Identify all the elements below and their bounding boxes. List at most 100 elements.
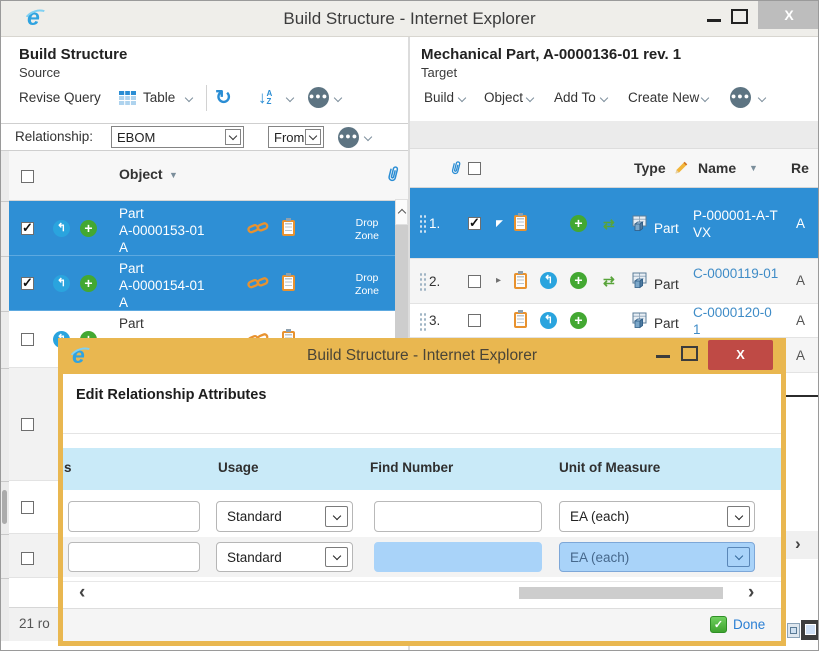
sort-icon[interactable]: ↓A Z — [258, 88, 273, 107]
paperclip-icon[interactable] — [385, 164, 400, 186]
revise-query-button[interactable]: Revise Query — [19, 90, 101, 105]
select-dropdown-button[interactable] — [305, 129, 321, 145]
chevron-down-icon[interactable] — [757, 93, 767, 103]
usage-select[interactable]: Standard — [216, 542, 353, 572]
sort-descending-icon[interactable]: ▼ — [749, 163, 758, 173]
select-all-checkbox[interactable] — [468, 162, 481, 175]
drag-handle[interactable] — [419, 272, 427, 292]
select-dropdown-button[interactable] — [727, 547, 750, 567]
uom-select[interactable]: EA (each) — [559, 542, 755, 572]
row-checkbox[interactable] — [21, 275, 34, 291]
rev-column-header[interactable]: Re — [791, 160, 809, 176]
dialog-minimize-button[interactable] — [656, 355, 670, 358]
minimize-button[interactable] — [707, 19, 721, 22]
scroll-up-button[interactable] — [395, 199, 408, 225]
chevron-down-icon[interactable] — [285, 93, 295, 103]
drag-handle[interactable] — [419, 214, 427, 234]
paperclip-icon[interactable] — [449, 159, 462, 179]
more-actions-button[interactable]: ●●● — [730, 87, 751, 108]
drop-zone[interactable]: Drop Zone — [355, 272, 379, 297]
goto-arrow-icon[interactable]: ↰ — [53, 220, 70, 237]
edit-pencil-icon[interactable] — [673, 160, 689, 179]
vertical-scrollbar[interactable] — [395, 225, 408, 375]
chevron-down-icon[interactable] — [700, 93, 710, 103]
table-view-icon[interactable] — [119, 91, 136, 108]
row-checkbox[interactable] — [468, 275, 481, 288]
refresh-icon[interactable]: ↻ — [215, 87, 232, 109]
scrollbar-thumb[interactable] — [519, 587, 723, 599]
chevron-down-icon[interactable] — [363, 132, 373, 142]
more-actions-button[interactable]: ●●● — [308, 87, 329, 108]
row-checkbox[interactable] — [468, 314, 481, 327]
add-icon[interactable]: + — [570, 312, 587, 329]
collapse-tree-icon[interactable]: ◤ — [496, 218, 503, 228]
clipboard-icon[interactable] — [282, 273, 295, 291]
type-column-header[interactable]: Type — [634, 160, 666, 176]
add-icon[interactable]: + — [570, 272, 587, 289]
find-number-input[interactable] — [374, 542, 542, 572]
select-dropdown-button[interactable] — [727, 506, 750, 527]
table-row[interactable]: ↰ + Part A-0000154-01 A Drop Zone — [9, 256, 395, 311]
scroll-right-button[interactable]: › — [748, 582, 755, 603]
link-icon[interactable] — [247, 276, 269, 293]
goto-arrow-icon[interactable]: ↰ — [53, 275, 70, 292]
scrollbar-thumb[interactable] — [2, 490, 7, 524]
select-dropdown-button[interactable] — [225, 129, 241, 145]
add-to-menu[interactable]: Add To — [554, 90, 596, 105]
chevron-down-icon[interactable] — [599, 93, 609, 103]
object-column-header[interactable]: Object — [119, 166, 163, 182]
dialog-maximize-button[interactable] — [681, 346, 698, 361]
dialog-close-button[interactable]: X — [708, 340, 773, 370]
more-actions-button[interactable]: ●●● — [338, 127, 359, 148]
panel-layout-icon[interactable] — [787, 623, 800, 638]
attribute-value-input[interactable] — [68, 542, 200, 572]
select-dropdown-button[interactable] — [325, 506, 348, 527]
scroll-right-button[interactable]: › — [795, 534, 801, 553]
clipboard-icon[interactable] — [514, 213, 527, 231]
table-row[interactable]: 2. ▸ ↰ + ⇄ Part C-0000119-01 A — [410, 259, 818, 304]
row-checkbox[interactable] — [21, 220, 34, 236]
name-cell[interactable]: P-000001-A-TVX — [693, 208, 778, 240]
clipboard-icon[interactable] — [514, 310, 527, 328]
left-edge-scrollbar[interactable] — [1, 151, 9, 641]
table-row[interactable]: 3. ↰ + Part C-0000120-01 A — [410, 304, 818, 338]
name-link[interactable]: C-0000120-01 — [693, 305, 772, 337]
fullscreen-layout-icon[interactable] — [801, 620, 818, 640]
row-checkbox[interactable] — [21, 552, 34, 565]
name-link[interactable]: C-0000119-01 — [693, 266, 779, 281]
relationship-select[interactable]: EBOM — [111, 126, 244, 148]
row-checkbox[interactable] — [21, 501, 34, 514]
goto-arrow-icon[interactable]: ↰ — [540, 272, 557, 289]
direction-select[interactable]: From — [268, 126, 324, 148]
add-icon[interactable]: + — [570, 215, 587, 232]
clipboard-icon[interactable] — [282, 218, 295, 236]
chevron-down-icon[interactable] — [525, 93, 535, 103]
dialog-horizontal-scrollbar[interactable]: ‹ › — [63, 581, 781, 605]
sort-descending-icon[interactable]: ▼ — [169, 170, 178, 180]
close-button[interactable]: X — [758, 1, 818, 29]
chevron-down-icon[interactable] — [457, 93, 467, 103]
usage-select[interactable]: Standard — [216, 501, 353, 532]
build-menu[interactable]: Build — [424, 90, 455, 105]
table-row[interactable]: 1. ◤ + ⇄ Part P-000001-A-TVX A — [410, 188, 818, 259]
add-icon[interactable]: + — [80, 220, 97, 237]
row-checkbox[interactable] — [21, 333, 34, 346]
expand-tree-icon[interactable]: ▸ — [496, 275, 502, 286]
maximize-button[interactable] — [731, 9, 748, 24]
select-all-checkbox[interactable] — [21, 170, 34, 183]
attribute-value-input[interactable] — [68, 501, 200, 532]
goto-arrow-icon[interactable]: ↰ — [540, 312, 557, 329]
drop-zone[interactable]: Drop Zone — [355, 217, 379, 242]
chevron-down-icon[interactable] — [184, 93, 194, 103]
name-column-header[interactable]: Name — [698, 160, 737, 176]
chevron-down-icon[interactable] — [333, 93, 343, 103]
row-checkbox[interactable] — [468, 215, 481, 231]
uom-select[interactable]: EA (each) — [559, 501, 755, 532]
table-view-button[interactable]: Table — [143, 90, 176, 105]
link-icon[interactable] — [247, 221, 269, 238]
row-checkbox[interactable] — [21, 418, 34, 431]
select-dropdown-button[interactable] — [325, 547, 348, 567]
add-icon[interactable]: + — [80, 275, 97, 292]
find-number-input[interactable] — [374, 501, 542, 532]
done-button[interactable]: Done — [733, 617, 766, 632]
